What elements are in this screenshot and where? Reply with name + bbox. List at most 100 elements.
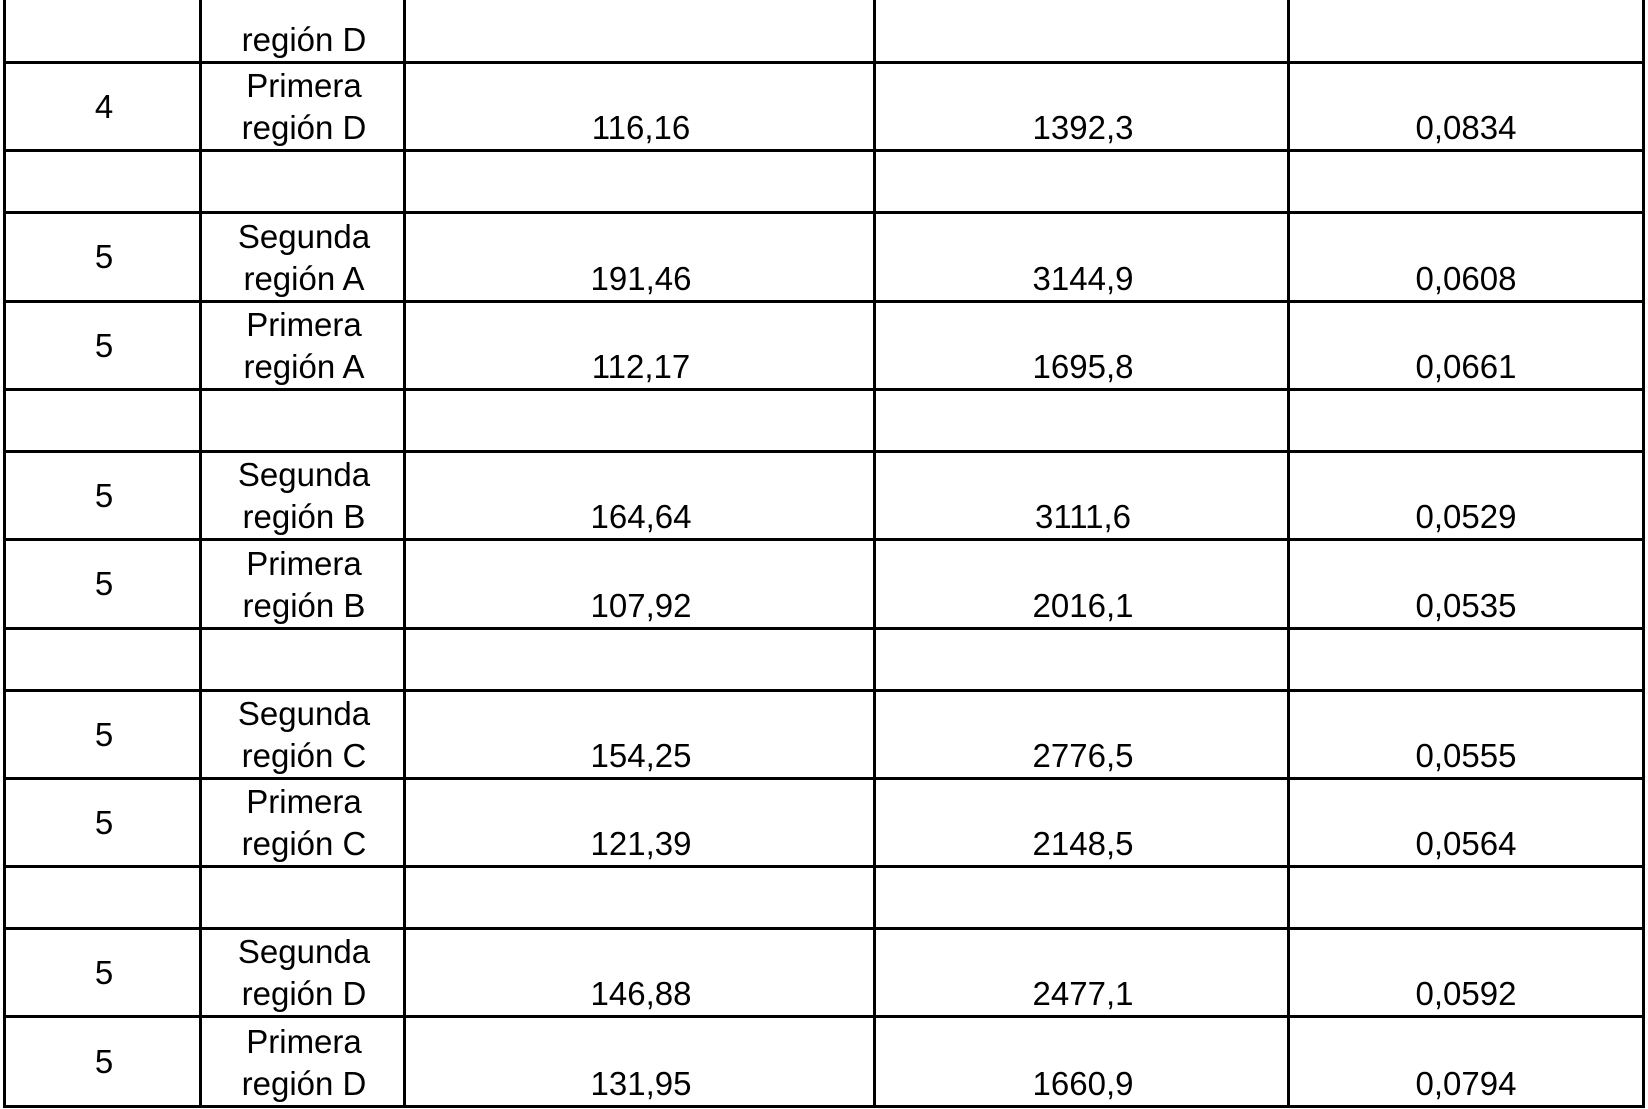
- table-row: [3, 152, 1645, 214]
- cell-region: [199, 391, 406, 450]
- region-line: región D: [242, 1063, 367, 1105]
- cell-number: 5: [3, 214, 202, 300]
- cell-number-text: 5: [95, 1041, 113, 1083]
- cell-value-1: [403, 152, 876, 211]
- cell-value-3-text: 0,0834: [1416, 107, 1517, 149]
- cell-value-2-text: 2477,1: [1033, 973, 1134, 1015]
- cell-value-3-text: 0,0564: [1416, 823, 1517, 865]
- region-line: Primera: [246, 1021, 362, 1063]
- cell-region: Primeraregión D: [199, 1018, 406, 1105]
- cell-region: Segundaregión C: [199, 692, 406, 777]
- cell-region: [199, 630, 406, 689]
- cell-value-2-text: 2148,5: [1033, 823, 1134, 865]
- cell-value-1-text: 131,95: [591, 1063, 692, 1105]
- table-row: 5Segundaregión B164,643111,60,0529: [3, 453, 1645, 541]
- cell-value-1-text: 116,16: [592, 107, 690, 149]
- cell-value-2: 2477,1: [873, 930, 1290, 1015]
- cell-value-2: [873, 391, 1290, 450]
- table-row: 5 Primeraregión B 107,92 2016,1 0,0535: [3, 541, 1645, 630]
- region-line: región D: [242, 19, 367, 61]
- cell-value-2: 3144,9: [873, 214, 1290, 300]
- cell-number: 5: [3, 453, 202, 538]
- cell-value-3-text: 0,0529: [1416, 496, 1517, 538]
- region-line: región A: [243, 258, 364, 300]
- cell-value-3: 0,0535: [1287, 541, 1645, 627]
- region-line: región A: [243, 346, 364, 388]
- cell-value-3: 0,0555: [1287, 692, 1645, 777]
- cell-value-1: 164,64: [403, 453, 876, 538]
- cell-value-3: 0,0529: [1287, 453, 1645, 538]
- table-row: 5Segundaregión C154,252776,50,0555: [3, 692, 1645, 780]
- cell-value-1-text: 191,46: [591, 258, 692, 300]
- cell-region: [199, 868, 406, 927]
- cell-value-3: [1287, 152, 1645, 211]
- region-line: Primera: [246, 304, 362, 346]
- cell-value-1: 131,95: [403, 1018, 876, 1105]
- region-line: región C: [242, 735, 367, 777]
- cell-number-text: 5: [95, 952, 113, 994]
- cell-value-3-text: 0,0794: [1416, 1063, 1517, 1105]
- region-line: región B: [243, 585, 366, 627]
- region-line: Primera: [246, 543, 362, 585]
- cell-value-3: [1287, 391, 1645, 450]
- cell-value-2-text: 3144,9: [1033, 258, 1134, 300]
- cell-value-1: 121,39: [403, 780, 876, 865]
- cell-value-3-text: 0,0555: [1416, 735, 1517, 777]
- cell-number: 5: [3, 1018, 202, 1105]
- region-line: Primera: [246, 781, 362, 823]
- cell-number-text: 5: [95, 236, 113, 278]
- cell-region: Primeraregión B: [199, 541, 406, 627]
- table-row: 5Segundaregión A191,463144,90,0608: [3, 214, 1645, 303]
- cell-value-1-text: 164,64: [591, 496, 692, 538]
- region-line: región D: [242, 973, 367, 1015]
- cell-value-1: 107,92: [403, 541, 876, 627]
- cell-value-3: [1287, 868, 1645, 927]
- region-line: Segunda: [238, 931, 370, 973]
- cell-value-1-text: 112,17: [592, 346, 690, 388]
- cell-number: 5: [3, 692, 202, 777]
- cell-number: [3, 0, 202, 61]
- cell-value-2-text: 3111,6: [1035, 496, 1131, 538]
- cell-value-2: 2776,5: [873, 692, 1290, 777]
- region-line: Segunda: [238, 454, 370, 496]
- cell-value-2: 3111,6: [873, 453, 1290, 538]
- cell-value-1-text: 107,92: [591, 585, 692, 627]
- cell-value-2-text: 2016,1: [1033, 585, 1134, 627]
- table-row: [3, 868, 1645, 930]
- cell-region: Segundaregión D: [199, 930, 406, 1015]
- cell-value-2: 1695,8: [873, 303, 1290, 388]
- table-row: 5Segundaregión D146,882477,10,0592: [3, 930, 1645, 1018]
- cell-value-2: [873, 152, 1290, 211]
- cell-value-3: 0,0834: [1287, 64, 1645, 149]
- cell-value-2-text: 2776,5: [1033, 735, 1134, 777]
- cell-value-2-text: 1392,3: [1033, 107, 1134, 149]
- cell-value-3: 0,0661: [1287, 303, 1645, 388]
- cell-value-2: [873, 630, 1290, 689]
- cell-value-3-text: 0,0592: [1416, 973, 1517, 1015]
- table-row: [3, 630, 1645, 692]
- cell-number: 5: [3, 780, 202, 865]
- cell-value-1: 191,46: [403, 214, 876, 300]
- cell-value-3-text: 0,0661: [1416, 346, 1517, 388]
- cell-number-text: 4: [95, 86, 113, 128]
- data-table: región D4Primeraregión D116,161392,30,08…: [3, 0, 1645, 1109]
- table-row: 5 Primeraregión A 112,17 1695,8 0,0661: [3, 303, 1645, 391]
- cell-region: [199, 152, 406, 211]
- cell-number-text: 5: [95, 563, 113, 605]
- cell-value-2: 1660,9: [873, 1018, 1290, 1105]
- cell-value-1: 146,88: [403, 930, 876, 1015]
- cell-number-text: 5: [95, 325, 113, 367]
- cell-value-3: 0,0794: [1287, 1018, 1645, 1105]
- region-line: Segunda: [238, 693, 370, 735]
- table-row: [3, 391, 1645, 453]
- cell-value-1: [403, 0, 876, 61]
- cell-value-2: [873, 0, 1290, 61]
- region-line: Segunda: [238, 216, 370, 258]
- cell-value-3: [1287, 630, 1645, 689]
- cell-number-text: 5: [95, 714, 113, 756]
- cell-number: 5: [3, 930, 202, 1015]
- cell-number: 5: [3, 541, 202, 627]
- cell-value-3: 0,0564: [1287, 780, 1645, 865]
- table-row: región D: [3, 0, 1645, 64]
- cell-number: [3, 630, 202, 689]
